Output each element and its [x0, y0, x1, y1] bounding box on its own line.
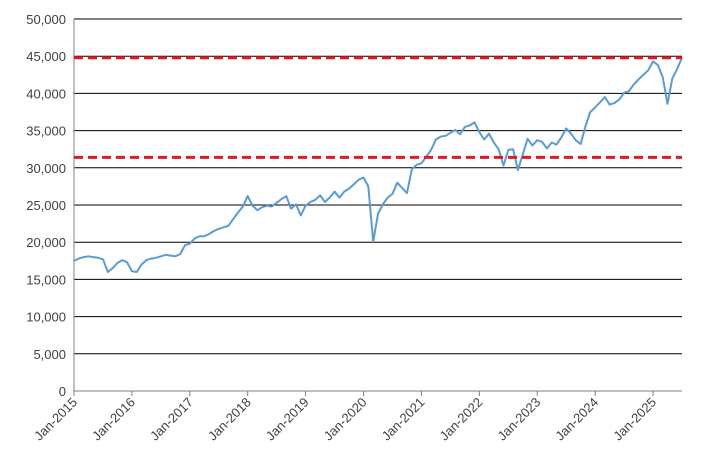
x-tick-label: Jan-2024	[552, 395, 601, 444]
x-tick-label: Jan-2018	[205, 395, 254, 444]
x-tick-label: Jan-2022	[437, 395, 486, 444]
y-tick-label: 35,000	[26, 124, 66, 139]
y-tick-label: 10,000	[26, 310, 66, 325]
x-tick-label: Jan-2017	[147, 395, 196, 444]
gridlines	[74, 18, 682, 355]
reference-lines	[74, 56, 682, 159]
x-tick-label: Jan-2015	[31, 395, 80, 444]
y-tick-label: 45,000	[26, 49, 66, 64]
x-tick-label: Jan-2016	[89, 395, 138, 444]
y-tick-label: 15,000	[26, 272, 66, 287]
series-group	[73, 57, 683, 273]
y-tick-label: 0	[59, 384, 66, 399]
x-tick-label: Jan-2021	[379, 395, 428, 444]
x-tick-label: Jan-2019	[263, 395, 312, 444]
y-tick-label: 30,000	[26, 161, 66, 176]
y-axis-labels: 0 5,000 10,000 15,000 20,000 25,000 30,000 35,0…	[26, 12, 66, 399]
x-axis: Jan-2015 Jan-2016 Jan-2017 Jan-2018 Jan-2019…	[31, 19, 682, 443]
x-tick-label: Jan-2020	[321, 395, 370, 444]
y-tick-label: 25,000	[26, 198, 66, 213]
series-line	[73, 57, 683, 273]
y-tick-label: 5,000	[33, 347, 66, 362]
y-tick-label: 20,000	[26, 235, 66, 250]
x-tick-label: Jan-2023	[494, 395, 543, 444]
y-tick-label: 40,000	[26, 86, 66, 101]
x-tick-label: Jan-2025	[610, 395, 659, 444]
y-tick-label: 50,000	[26, 12, 66, 27]
